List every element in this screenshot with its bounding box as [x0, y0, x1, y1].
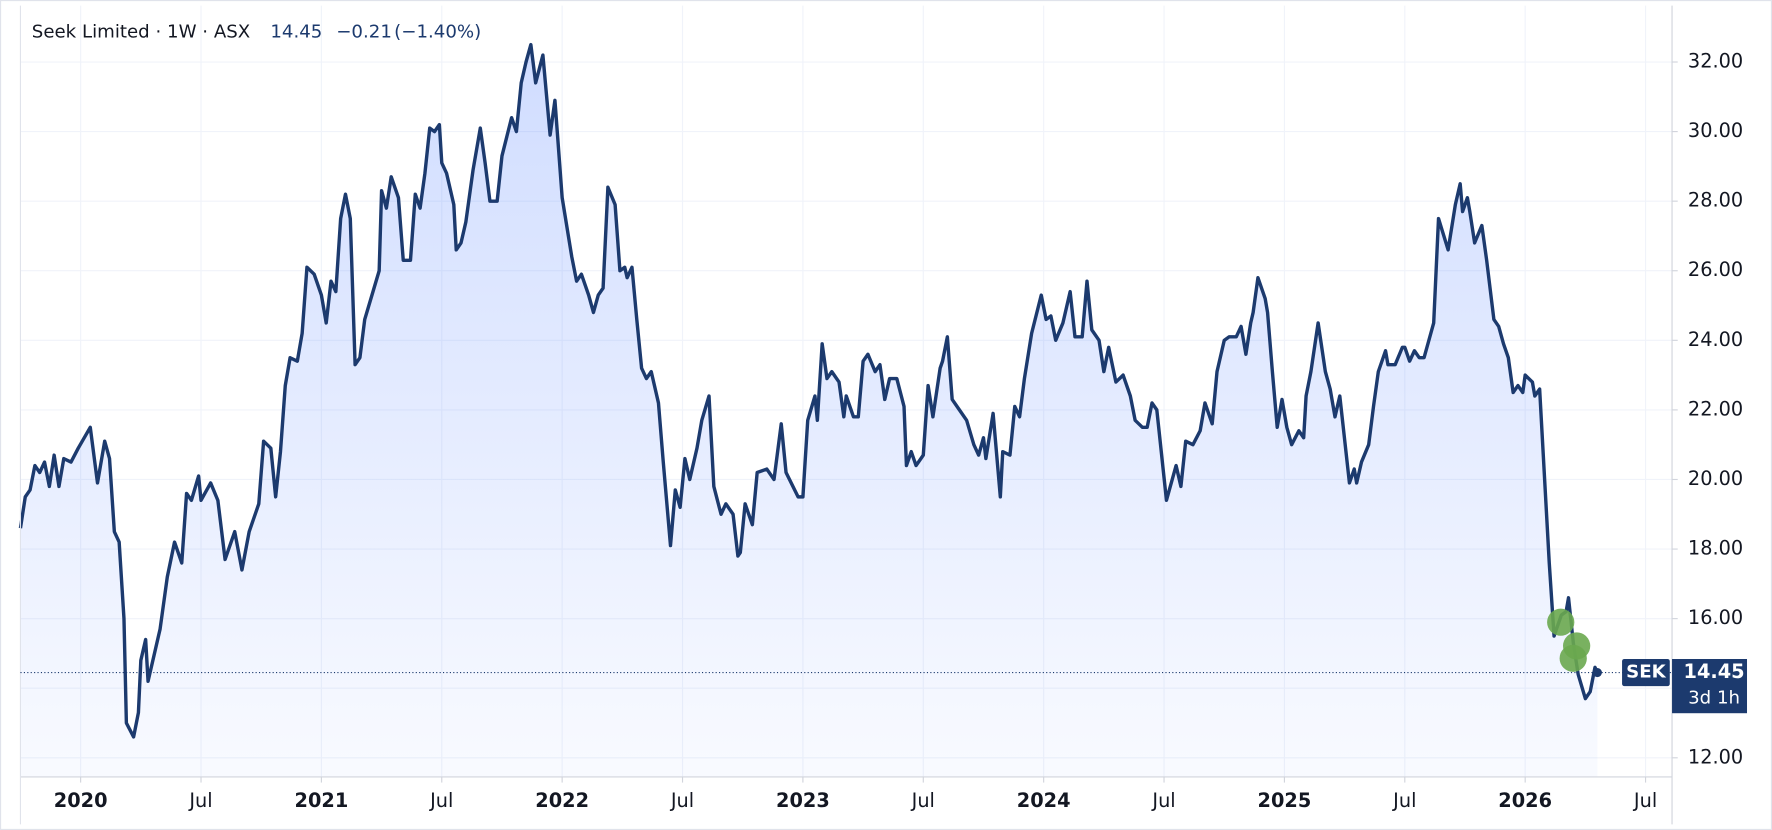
area-fill: [20, 44, 1598, 777]
x-tick-label: 2020: [54, 789, 108, 812]
price-label: 14.45: [1684, 660, 1745, 683]
y-tick-label: 16.00: [1688, 606, 1743, 629]
x-tick-label: 2026: [1498, 789, 1552, 812]
symbol-badge: [1622, 659, 1670, 687]
symbol-label: SEK: [1626, 662, 1667, 683]
x-tick-label: Jul: [1151, 789, 1175, 812]
header-price: 14.45: [270, 22, 322, 43]
header-change-pct: (−1.40%): [394, 22, 481, 43]
x-tick-label: Jul: [1633, 789, 1657, 812]
y-tick-label: 12.00: [1688, 745, 1743, 768]
y-tick-label: 28.00: [1688, 189, 1743, 212]
y-tick-label: 26.00: [1688, 258, 1743, 281]
last-price-dot: [1592, 668, 1602, 678]
x-tick-label: 2022: [535, 789, 589, 812]
x-tick-label: Jul: [429, 789, 453, 812]
plot: [18, 42, 1599, 777]
y-tick-label: 22.00: [1688, 397, 1743, 420]
countdown-label: 3d 1h: [1688, 688, 1740, 709]
x-tick-label: 2024: [1017, 789, 1071, 812]
x-tick-label: Jul: [911, 789, 935, 812]
price-badge: [1672, 659, 1748, 714]
x-tick-label: 2023: [776, 789, 830, 812]
event-marker[interactable]: [1559, 644, 1587, 672]
y-tick-label: 24.00: [1688, 328, 1743, 351]
price-line: [18, 42, 1599, 739]
x-tick-label: Jul: [670, 789, 694, 812]
y-tick-label: 32.00: [1688, 50, 1743, 73]
x-tick-label: 2021: [295, 789, 349, 812]
event-marker[interactable]: [1547, 608, 1575, 636]
x-tick-label: Jul: [188, 789, 212, 812]
y-tick-label: 18.00: [1688, 537, 1743, 560]
overlay: SEK 14.45 3d 1h: [20, 659, 1748, 714]
x-tick-label: Jul: [1392, 789, 1416, 812]
y-tick-label: 20.00: [1688, 467, 1743, 490]
x-tick-label: 2025: [1258, 789, 1312, 812]
header-change: −0.21: [336, 22, 392, 43]
y-tick-label: 30.00: [1688, 119, 1743, 142]
chart-title: Seek Limited · 1W · ASX: [32, 22, 250, 43]
